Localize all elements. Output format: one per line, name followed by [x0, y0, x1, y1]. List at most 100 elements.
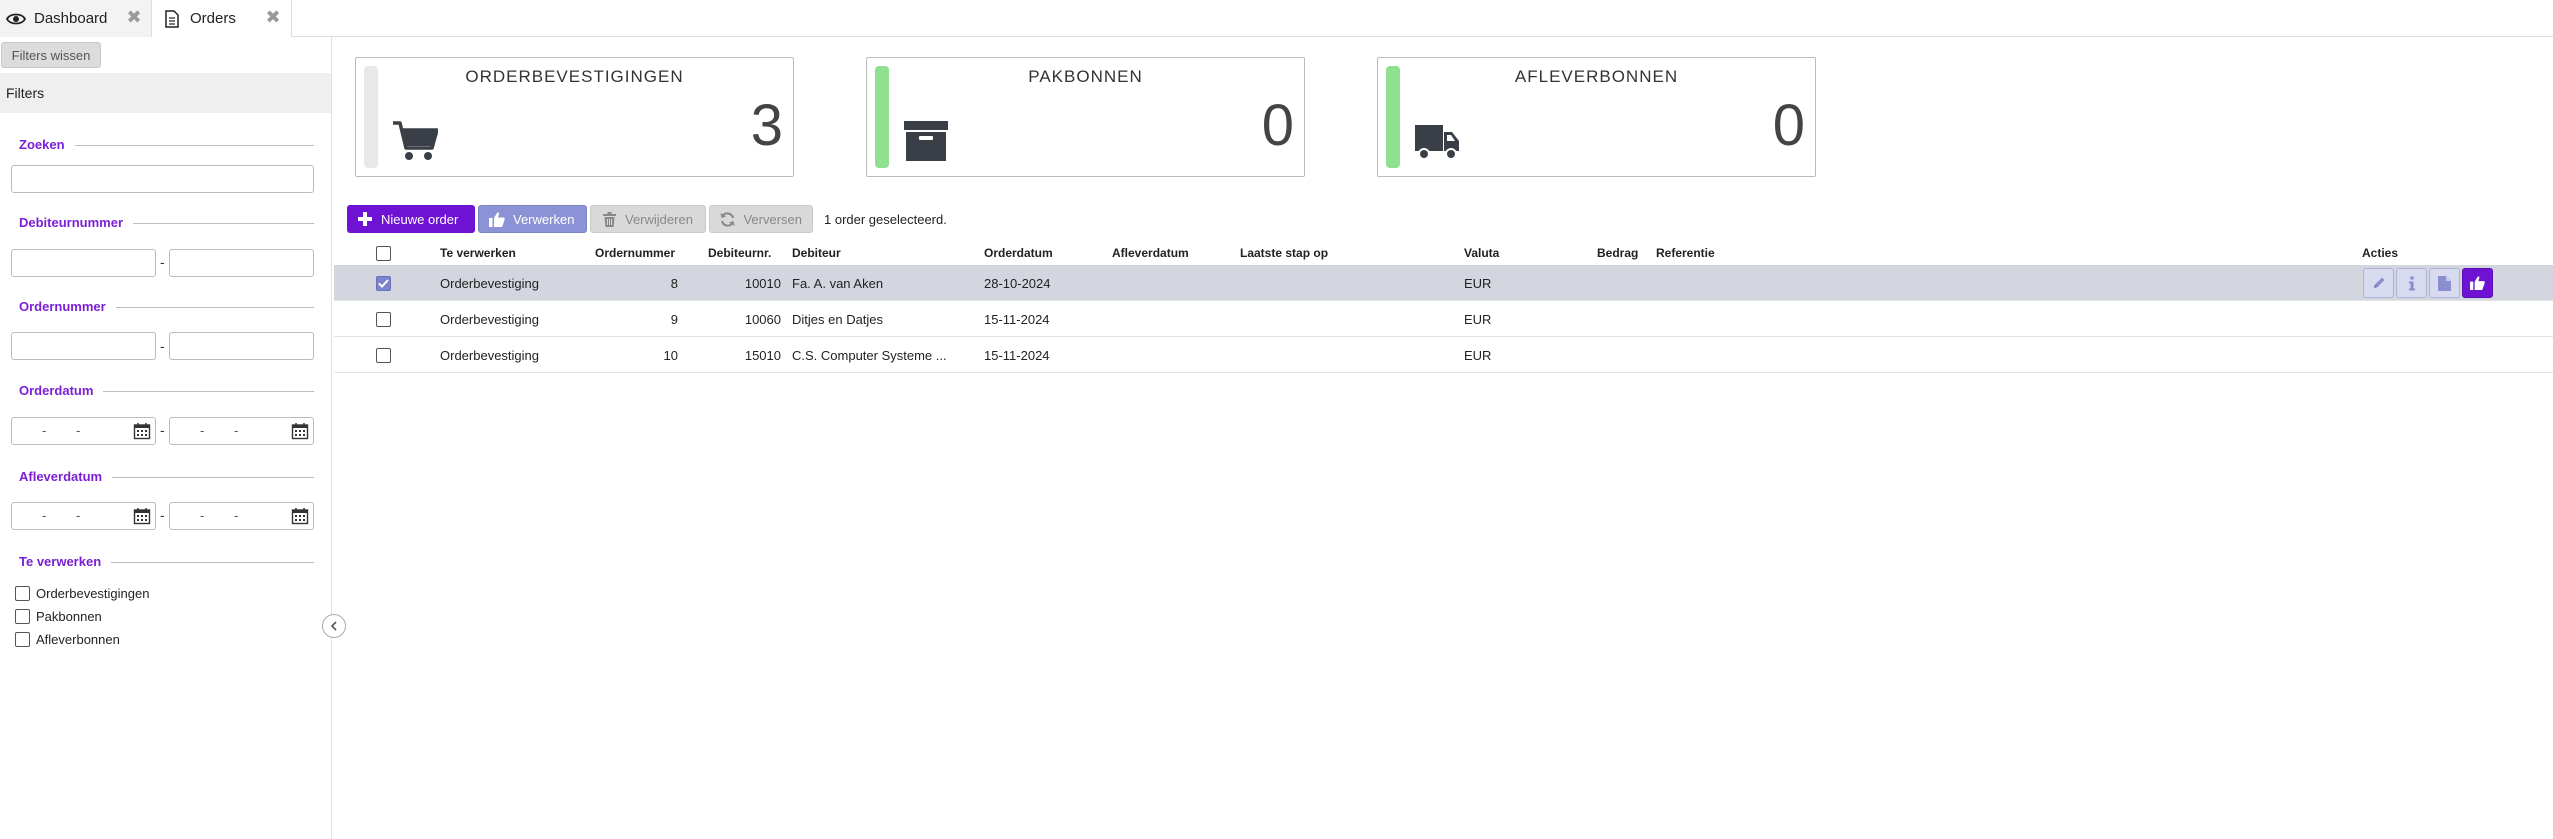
checkbox[interactable]	[15, 631, 30, 647]
checkbox-afleverbonnen[interactable]: Afleverbonnen	[15, 630, 120, 648]
range-dash: -	[160, 338, 165, 354]
divider	[19, 562, 314, 563]
col-header-to-process[interactable]: Te verwerken	[440, 246, 516, 260]
delivery-date-from-input[interactable]: - -	[11, 502, 156, 530]
tab-dashboard[interactable]: Dashboard ✖	[0, 0, 152, 37]
delivery-date-to-input[interactable]: - -	[169, 502, 314, 530]
process-row-button[interactable]	[2462, 268, 2493, 298]
col-header-debtor[interactable]: Debiteur	[792, 246, 841, 260]
date-separator: -	[76, 423, 81, 438]
new-order-button[interactable]: Nieuwe order	[347, 205, 475, 233]
debtor-number-to-input[interactable]	[169, 249, 314, 277]
col-header-currency[interactable]: Valuta	[1464, 246, 1500, 260]
close-icon[interactable]: ✖	[265, 6, 281, 27]
col-header-order-date[interactable]: Orderdatum	[984, 246, 1053, 260]
calendar-icon[interactable]	[133, 507, 151, 525]
checkbox[interactable]	[15, 585, 30, 601]
cell-order-number: 9	[670, 312, 678, 327]
eye-icon	[6, 9, 26, 29]
divider	[19, 145, 314, 146]
table-header: Te verwerken Ordernummer Debiteurnr. Deb…	[334, 241, 2553, 265]
order-toolbar: Nieuwe order Verwerken Verwijderen Verve…	[347, 205, 947, 233]
table-row[interactable]: Orderbevestiging 9 10060 Ditjes en Datje…	[334, 301, 2553, 337]
search-input[interactable]	[11, 165, 314, 193]
refresh-button[interactable]: Verversen	[709, 205, 813, 233]
orders-table: Te verwerken Ordernummer Debiteurnr. Deb…	[334, 241, 2553, 373]
collapse-sidebar-button[interactable]	[322, 614, 346, 638]
trash-icon	[601, 211, 617, 227]
table-row[interactable]: Orderbevestiging 8 10010 Fa. A. van Aken…	[334, 265, 2553, 301]
date-separator: -	[234, 508, 239, 523]
cell-to-process: Orderbevestiging	[440, 348, 539, 363]
date-separator: -	[200, 423, 205, 438]
tab-orders[interactable]: Orders ✖	[152, 0, 292, 37]
cell-order-date: 28-10-2024	[984, 276, 1051, 291]
order-number-to-input[interactable]	[169, 332, 314, 360]
cell-currency: EUR	[1464, 312, 1492, 327]
filter-title-delivery-date: Afleverdatum	[19, 469, 113, 484]
checkbox-pakbonnen[interactable]: Pakbonnen	[15, 607, 102, 625]
process-button[interactable]: Verwerken	[478, 205, 587, 233]
col-header-last-step[interactable]: Laatste stap op	[1240, 246, 1329, 260]
process-label: Verwerken	[513, 211, 575, 227]
filter-title-debtor-number: Debiteurnummer	[19, 215, 134, 230]
calendar-icon[interactable]	[291, 422, 309, 440]
row-checkbox[interactable]	[376, 348, 391, 363]
filter-sidebar: Filters wissen Filters Zoeken Debiteurnu…	[0, 37, 332, 839]
cell-order-number: 8	[670, 276, 678, 291]
close-icon[interactable]: ✖	[126, 6, 142, 27]
info-button[interactable]	[2396, 268, 2427, 298]
date-separator: -	[200, 508, 205, 523]
document-button[interactable]	[2429, 268, 2460, 298]
date-separator: -	[42, 423, 47, 438]
checkbox-label: Pakbonnen	[36, 608, 102, 624]
select-all-checkbox[interactable]	[376, 246, 391, 261]
calendar-icon[interactable]	[291, 507, 309, 525]
divider	[19, 307, 314, 308]
col-header-order-number[interactable]: Ordernummer	[595, 246, 676, 260]
calendar-icon[interactable]	[133, 422, 151, 440]
document-icon	[162, 9, 182, 29]
card-status-bar	[1386, 66, 1400, 168]
debtor-number-from-input[interactable]	[11, 249, 156, 277]
delete-button[interactable]: Verwijderen	[590, 205, 706, 233]
order-number-from-input[interactable]	[11, 332, 156, 360]
cell-debtor-number: 10010	[744, 276, 781, 291]
col-header-reference[interactable]: Referentie	[1656, 246, 1715, 260]
card-value: 0	[1261, 93, 1294, 158]
row-checkbox[interactable]	[376, 276, 391, 291]
cell-debtor: Ditjes en Datjes	[792, 312, 884, 327]
cell-order-date: 15-11-2024	[984, 312, 1050, 327]
card-afleverbonnen[interactable]: AFLEVERBONNEN 0	[1377, 57, 1816, 177]
col-header-delivery-date[interactable]: Afleverdatum	[1112, 246, 1189, 260]
card-status-bar	[875, 66, 889, 168]
row-actions	[2363, 268, 2495, 298]
col-header-debtor-number[interactable]: Debiteurnr.	[708, 246, 772, 260]
divider	[19, 391, 314, 392]
table-row[interactable]: Orderbevestiging 10 15010 C.S. Computer …	[334, 337, 2553, 373]
filter-title-order-number: Ordernummer	[19, 299, 116, 314]
checkbox-label: Orderbevestigingen	[36, 585, 150, 601]
divider	[19, 477, 314, 478]
info-icon	[2408, 275, 2415, 290]
checkbox[interactable]	[15, 608, 30, 624]
archive-box-icon	[904, 121, 948, 161]
refresh-label: Verversen	[743, 211, 802, 227]
tab-label: Dashboard	[34, 10, 108, 27]
order-date-to-input[interactable]: - -	[169, 417, 314, 445]
card-pakbonnen[interactable]: PAKBONNEN 0	[866, 57, 1305, 177]
card-title: ORDERBEVESTIGINGEN	[465, 67, 684, 86]
col-header-actions: Acties	[2362, 246, 2399, 260]
thumbs-up-icon	[489, 211, 505, 227]
card-value: 0	[1772, 93, 1805, 158]
order-date-from-input[interactable]: - -	[11, 417, 156, 445]
pencil-icon	[2373, 277, 2384, 288]
checkbox-orderbevestigingen[interactable]: Orderbevestigingen	[15, 584, 149, 602]
edit-button[interactable]	[2363, 268, 2394, 298]
range-dash: -	[160, 507, 165, 523]
card-orderbevestigingen[interactable]: ORDERBEVESTIGINGEN 3	[355, 57, 794, 177]
clear-filters-button[interactable]: Filters wissen	[1, 42, 101, 68]
col-header-amount[interactable]: Bedrag	[1597, 246, 1639, 260]
row-checkbox[interactable]	[376, 312, 391, 327]
card-status-bar	[364, 66, 378, 168]
